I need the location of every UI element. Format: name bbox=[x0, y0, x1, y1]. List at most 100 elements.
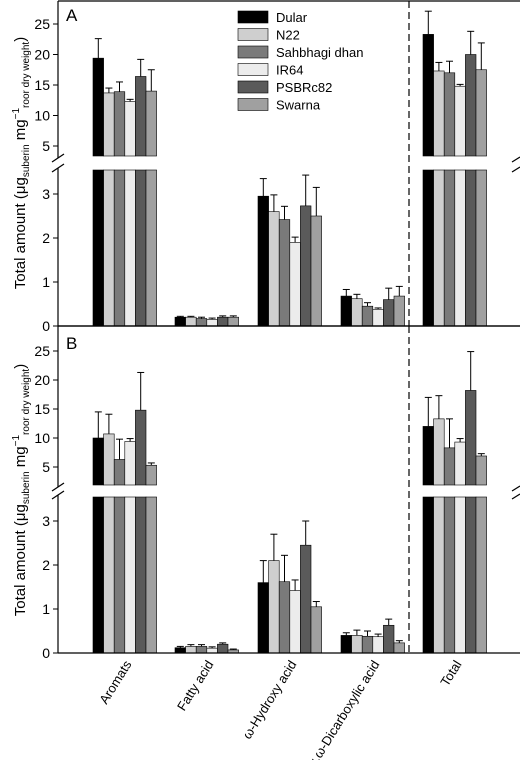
bar-psbrc82-lower bbox=[217, 316, 229, 327]
y-label-end: ) bbox=[12, 364, 29, 369]
legend-swatch-sahbhagi-dhan bbox=[237, 45, 269, 59]
bar-sahbhagi-dhan-lower bbox=[443, 169, 456, 327]
legend-label-ir64: IR64 bbox=[276, 63, 303, 78]
bar-n22-lower bbox=[103, 169, 115, 327]
bar-n22-lower bbox=[351, 298, 363, 327]
bar-ir64-lower bbox=[206, 319, 218, 327]
error-bars-layer bbox=[94, 10, 485, 650]
bar-ir64-upper bbox=[124, 441, 136, 486]
y-tick-label: 3 bbox=[42, 513, 50, 529]
legend-label-dular: Dular bbox=[276, 10, 308, 25]
bar-n22-upper bbox=[103, 92, 115, 157]
bar-sahbhagi-dhan-lower bbox=[113, 496, 126, 653]
tick-layer: 5 10 15 20 25 0 1 2 3 5 10 15 20 25 0 1 2 3 bbox=[34, 16, 58, 661]
bar-swarna-lower bbox=[227, 316, 239, 327]
axis-break-mark bbox=[511, 156, 520, 163]
x-category-label: ω-Hydroxy acid bbox=[239, 658, 299, 742]
bar-n22-lower bbox=[185, 646, 197, 653]
bar-psbrc82-lower bbox=[465, 496, 477, 653]
axis-break-mark bbox=[51, 490, 65, 500]
y-tick-label: 20 bbox=[34, 372, 50, 388]
x-category-label: Fatty acid bbox=[174, 658, 217, 714]
bar-dular-upper bbox=[92, 437, 104, 486]
bar-psbrc82-lower bbox=[383, 624, 395, 653]
bar-psbrc82-lower bbox=[465, 169, 477, 327]
bar-psbrc82-upper bbox=[135, 76, 147, 157]
bar-swarna-lower bbox=[145, 496, 157, 653]
bar-n22-upper bbox=[103, 433, 115, 486]
bar-swarna-lower bbox=[310, 606, 322, 653]
bar-psbrc82-lower bbox=[135, 496, 147, 653]
y-tick-label: 1 bbox=[42, 601, 50, 617]
bar-ir64-upper bbox=[454, 85, 466, 157]
y-label-mid: mg bbox=[12, 119, 29, 144]
y-tick-label: 10 bbox=[34, 108, 50, 124]
bar-dular-lower bbox=[174, 316, 186, 327]
y-label-sub-suberin: suberin bbox=[21, 471, 32, 504]
bar-sahbhagi-dhan-upper bbox=[113, 459, 126, 486]
bar-sahbhagi-dhan-lower bbox=[195, 318, 208, 327]
y-tick-label: 5 bbox=[42, 138, 50, 154]
bar-swarna-lower bbox=[145, 169, 157, 327]
bar-dular-lower bbox=[174, 647, 186, 653]
bar-dular-lower bbox=[92, 169, 104, 327]
bar-sahbhagi-dhan-lower bbox=[361, 305, 374, 327]
legend-swatch-swarna bbox=[237, 98, 269, 111]
panel-label-b: B bbox=[66, 334, 77, 353]
legend-label-sahbhagi-dhan: Sahbhagi dhan bbox=[276, 45, 363, 60]
bar-psbrc82-lower bbox=[135, 169, 147, 327]
bar-dular-lower bbox=[422, 169, 434, 327]
bar-swarna-upper bbox=[145, 90, 157, 157]
x-category-label: Total bbox=[437, 658, 464, 689]
bar-dular-lower bbox=[340, 635, 352, 653]
y-tick-label: 5 bbox=[42, 459, 50, 475]
bar-n22-lower bbox=[268, 211, 280, 327]
bar-swarna-upper bbox=[145, 464, 157, 486]
axis-break-mark bbox=[511, 166, 520, 173]
bar-sahbhagi-dhan-upper bbox=[113, 91, 126, 157]
y-tick-label: 1 bbox=[42, 274, 50, 290]
y-tick-label: 15 bbox=[34, 401, 50, 417]
bar-ir64-lower bbox=[372, 308, 384, 327]
legend-swatch-ir64 bbox=[237, 63, 269, 76]
bar-sahbhagi-dhan-lower bbox=[195, 646, 208, 653]
y-tick-label: 3 bbox=[42, 186, 50, 202]
bar-swarna-upper bbox=[475, 455, 487, 486]
y-tick-label: 2 bbox=[42, 230, 50, 246]
bar-n22-lower bbox=[185, 316, 197, 327]
bar-dular-lower bbox=[257, 195, 269, 327]
bar-ir64-upper bbox=[454, 441, 466, 486]
y-axis-label-panel-a: Total amount (μgsuberin mg−1roor dry wei… bbox=[11, 37, 32, 289]
bar-n22-upper bbox=[433, 70, 445, 157]
bar-swarna-lower bbox=[393, 642, 405, 653]
bar-psbrc82-upper bbox=[465, 54, 477, 157]
y-label-sup: −1 bbox=[11, 435, 22, 447]
bar-ir64-lower bbox=[124, 496, 136, 653]
bar-psbrc82-lower bbox=[383, 299, 395, 327]
y-tick-label: 25 bbox=[34, 16, 50, 32]
bar-n22-lower bbox=[103, 496, 115, 653]
y-label-mid: mg bbox=[12, 446, 29, 471]
y-tick-label: 0 bbox=[42, 645, 50, 661]
bar-swarna-lower bbox=[393, 295, 405, 327]
panel-label-a: A bbox=[66, 6, 78, 25]
axes-frame-layer bbox=[51, 0, 520, 654]
bar-n22-lower bbox=[351, 635, 363, 653]
bar-n22-lower bbox=[268, 560, 280, 653]
bar-dular-lower bbox=[92, 496, 104, 653]
y-tick-label: 20 bbox=[34, 47, 50, 63]
legend-label-swarna: Swarna bbox=[276, 98, 321, 113]
legend-label-psbrc82: PSBRc82 bbox=[276, 80, 332, 95]
y-label-sup: −1 bbox=[11, 108, 22, 120]
bar-psbrc82-lower bbox=[300, 544, 312, 653]
axis-break-mark bbox=[511, 493, 520, 500]
bar-dular-lower bbox=[422, 496, 434, 653]
bar-ir64-lower bbox=[372, 636, 384, 653]
y-label-sub-weight: roor dry weight bbox=[21, 42, 32, 108]
bar-swarna-lower bbox=[310, 215, 322, 327]
bar-swarna-upper bbox=[475, 69, 487, 157]
bar-sahbhagi-dhan-upper bbox=[443, 72, 456, 157]
axis-break-mark bbox=[511, 485, 520, 492]
axis-break-mark bbox=[51, 163, 65, 173]
